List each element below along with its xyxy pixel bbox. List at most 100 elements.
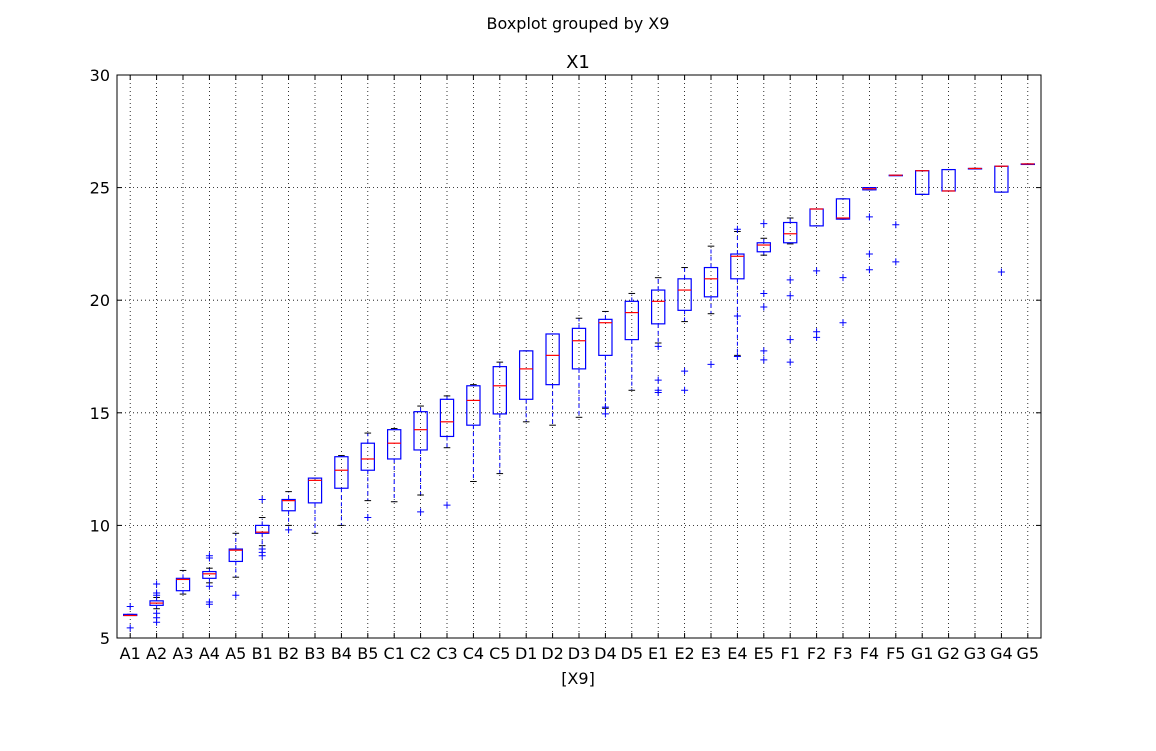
box-B1	[255, 496, 270, 560]
x-tick-label: E5	[754, 644, 774, 663]
y-tick-label: 10	[90, 516, 110, 535]
x-tick-label: E2	[674, 644, 694, 663]
flier-point	[786, 358, 794, 366]
x-tick-label: D1	[515, 644, 538, 663]
flier-point	[813, 328, 821, 336]
axis-ticks: 5 10 15 20 25 30 A1 A2 A3 A4 A5 B1 B2 B3 B4 B5 C1 C2 C3 C4 C…	[90, 66, 1041, 663]
y-tick-label: 25	[90, 179, 110, 198]
box-G4	[994, 165, 1009, 276]
box-F4	[862, 187, 877, 274]
flier-point	[205, 552, 213, 560]
x-tick-label: D4	[594, 644, 617, 663]
y-tick-label: 5	[100, 629, 110, 648]
box-G3	[967, 167, 983, 170]
x-tick-label: E3	[701, 644, 721, 663]
x-tick-label: A3	[172, 644, 193, 663]
flier-point	[681, 386, 689, 394]
flier-point	[892, 221, 900, 229]
x-tick-label: G5	[1017, 644, 1040, 663]
flier-point	[839, 274, 847, 282]
flier-point	[153, 609, 161, 617]
box-iqr	[360, 442, 376, 471]
flier-point	[126, 602, 134, 610]
flier-point	[865, 213, 873, 221]
box-iqr	[756, 242, 772, 253]
boxes-layer	[122, 163, 1036, 632]
box-F2	[809, 208, 824, 341]
x-tick-label: B5	[357, 644, 378, 663]
flier-point	[786, 292, 794, 300]
flier-point	[654, 386, 662, 394]
box-E5	[756, 220, 772, 364]
x-tick-label: A2	[146, 644, 167, 663]
box-iqr	[334, 456, 349, 489]
box-D4	[598, 310, 613, 418]
x-tick-label: B4	[331, 644, 352, 663]
flier-point	[205, 582, 213, 590]
flier-point	[760, 220, 768, 228]
flier-point	[417, 508, 425, 516]
x-tick-label: G3	[964, 644, 987, 663]
box-C4	[466, 384, 481, 482]
box-iqr	[175, 577, 191, 592]
box-iqr	[466, 385, 481, 426]
box-iqr	[598, 318, 613, 356]
box-E1	[650, 277, 666, 397]
y-tick-label: 20	[90, 291, 110, 310]
flier-point	[865, 250, 873, 258]
flier-point	[839, 319, 847, 327]
flier-point	[786, 336, 794, 344]
x-tick-label: G2	[937, 644, 960, 663]
box-E2	[677, 267, 692, 394]
box-iqr	[782, 221, 798, 244]
flier-point	[733, 312, 741, 320]
x-tick-label: C4	[463, 644, 484, 663]
box-D2	[545, 333, 560, 426]
flier-point	[232, 591, 240, 599]
flier-point	[760, 303, 768, 311]
flier-point	[654, 376, 662, 384]
box-B2	[281, 491, 296, 534]
box-iqr	[677, 278, 692, 311]
flier-point	[760, 347, 768, 355]
box-B3	[307, 477, 323, 534]
box-A5	[228, 532, 243, 599]
box-iqr	[439, 398, 455, 438]
box-iqr	[413, 411, 428, 451]
flier-point	[205, 598, 213, 606]
box-iqr	[730, 253, 745, 280]
box-iqr	[202, 570, 217, 579]
box-iqr	[571, 327, 587, 370]
flier-point	[153, 580, 161, 588]
x-tick-label: A1	[120, 644, 141, 663]
flier-point	[997, 268, 1005, 276]
flier-point	[760, 356, 768, 364]
flier-point	[258, 496, 266, 504]
box-A3	[175, 569, 191, 595]
flier-point	[601, 403, 609, 411]
box-iqr	[835, 198, 851, 220]
box-G2	[941, 168, 956, 192]
figure-suptitle: Boxplot grouped by X9	[487, 14, 670, 33]
x-tick-label: D3	[568, 644, 591, 663]
flier-point	[733, 225, 741, 233]
box-A1	[122, 602, 138, 632]
flier-point	[126, 624, 134, 632]
flier-point	[443, 501, 451, 509]
flier-point	[601, 410, 609, 418]
box-iqr	[624, 300, 640, 341]
flier-point	[733, 353, 741, 360]
flier-point	[707, 360, 715, 368]
x-tick-label: F1	[781, 644, 800, 663]
box-D1	[518, 350, 534, 423]
box-iqr	[228, 548, 243, 563]
x-tick-label: G1	[911, 644, 934, 663]
x-tick-label: E1	[648, 644, 668, 663]
box-iqr	[650, 289, 666, 325]
box-F5	[888, 174, 904, 266]
box-C3	[439, 395, 455, 509]
x-tick-label: C2	[410, 644, 431, 663]
flier-point	[153, 589, 161, 597]
